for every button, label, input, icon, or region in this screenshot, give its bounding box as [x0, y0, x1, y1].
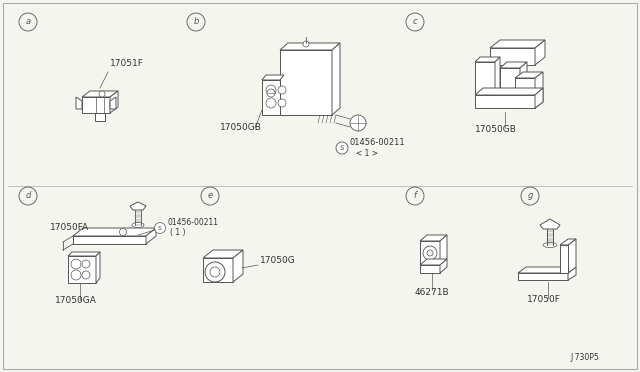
- Text: e: e: [207, 192, 212, 201]
- Polygon shape: [146, 228, 156, 244]
- Circle shape: [154, 222, 166, 234]
- Text: 17050FA: 17050FA: [50, 223, 89, 232]
- Polygon shape: [73, 228, 156, 236]
- Circle shape: [336, 142, 348, 154]
- Text: a: a: [26, 17, 31, 26]
- Polygon shape: [560, 239, 576, 245]
- Polygon shape: [475, 88, 543, 95]
- Text: S: S: [158, 225, 162, 231]
- Circle shape: [71, 259, 81, 269]
- Text: 17051F: 17051F: [110, 59, 144, 68]
- Circle shape: [19, 187, 37, 205]
- Text: 01456-00211: 01456-00211: [167, 218, 218, 227]
- Polygon shape: [233, 250, 243, 282]
- Text: 17050G: 17050G: [260, 256, 296, 265]
- Polygon shape: [518, 273, 568, 280]
- Text: d: d: [26, 192, 31, 201]
- Text: 46271B: 46271B: [415, 288, 450, 297]
- Polygon shape: [475, 95, 535, 108]
- Polygon shape: [440, 259, 447, 273]
- Circle shape: [205, 262, 225, 282]
- Polygon shape: [540, 219, 560, 229]
- Circle shape: [120, 228, 127, 235]
- Polygon shape: [130, 202, 146, 210]
- Polygon shape: [82, 97, 110, 113]
- Polygon shape: [520, 62, 527, 100]
- Text: 17050GB: 17050GB: [220, 123, 262, 132]
- Circle shape: [187, 13, 205, 31]
- Circle shape: [406, 13, 424, 31]
- Circle shape: [423, 246, 437, 260]
- Polygon shape: [420, 235, 447, 241]
- Polygon shape: [262, 75, 284, 80]
- Polygon shape: [518, 267, 576, 273]
- Polygon shape: [110, 97, 116, 109]
- Polygon shape: [262, 80, 280, 115]
- Ellipse shape: [132, 222, 144, 228]
- Polygon shape: [68, 252, 100, 256]
- Text: b: b: [193, 17, 198, 26]
- Circle shape: [278, 86, 286, 94]
- Polygon shape: [535, 72, 543, 108]
- Polygon shape: [515, 72, 543, 78]
- Text: 01456-00211: 01456-00211: [350, 138, 406, 147]
- Circle shape: [406, 187, 424, 205]
- Text: 17050GA: 17050GA: [55, 296, 97, 305]
- Polygon shape: [332, 43, 340, 115]
- Circle shape: [82, 271, 90, 279]
- Text: J 730P5: J 730P5: [570, 353, 599, 362]
- Ellipse shape: [543, 243, 557, 247]
- Circle shape: [267, 89, 275, 97]
- Polygon shape: [535, 88, 543, 108]
- Polygon shape: [110, 91, 118, 113]
- Text: 17050GB: 17050GB: [475, 125, 517, 134]
- Circle shape: [266, 85, 276, 95]
- Text: 17050F: 17050F: [527, 295, 561, 304]
- Circle shape: [521, 187, 539, 205]
- Text: c: c: [413, 17, 417, 26]
- Polygon shape: [475, 62, 495, 95]
- Polygon shape: [68, 256, 96, 283]
- Text: S: S: [340, 145, 344, 151]
- Polygon shape: [76, 97, 82, 109]
- Polygon shape: [490, 40, 545, 48]
- Polygon shape: [568, 239, 576, 273]
- Polygon shape: [568, 267, 576, 280]
- Polygon shape: [475, 57, 500, 62]
- Polygon shape: [560, 245, 568, 273]
- Text: ( 1 ): ( 1 ): [170, 228, 186, 237]
- Polygon shape: [82, 91, 118, 97]
- Polygon shape: [515, 78, 535, 108]
- Circle shape: [201, 187, 219, 205]
- Circle shape: [19, 13, 37, 31]
- Polygon shape: [420, 241, 440, 265]
- Circle shape: [82, 260, 90, 268]
- Polygon shape: [280, 50, 332, 115]
- Text: < 1 >: < 1 >: [356, 149, 378, 158]
- Circle shape: [278, 99, 286, 107]
- Polygon shape: [495, 57, 500, 95]
- Circle shape: [99, 91, 105, 97]
- Polygon shape: [420, 259, 447, 265]
- Circle shape: [266, 98, 276, 108]
- Text: g: g: [527, 192, 532, 201]
- Circle shape: [303, 41, 309, 47]
- Text: f: f: [413, 192, 417, 201]
- Polygon shape: [440, 235, 447, 265]
- Polygon shape: [500, 62, 527, 68]
- Circle shape: [210, 267, 220, 277]
- Polygon shape: [280, 43, 340, 50]
- Polygon shape: [203, 250, 243, 258]
- Circle shape: [71, 270, 81, 280]
- Polygon shape: [96, 252, 100, 283]
- Circle shape: [427, 250, 433, 256]
- Polygon shape: [95, 113, 105, 121]
- Polygon shape: [73, 236, 146, 244]
- Polygon shape: [420, 265, 440, 273]
- Polygon shape: [535, 40, 545, 65]
- Circle shape: [350, 115, 366, 131]
- Polygon shape: [203, 258, 233, 282]
- Polygon shape: [500, 68, 520, 100]
- Polygon shape: [490, 48, 535, 65]
